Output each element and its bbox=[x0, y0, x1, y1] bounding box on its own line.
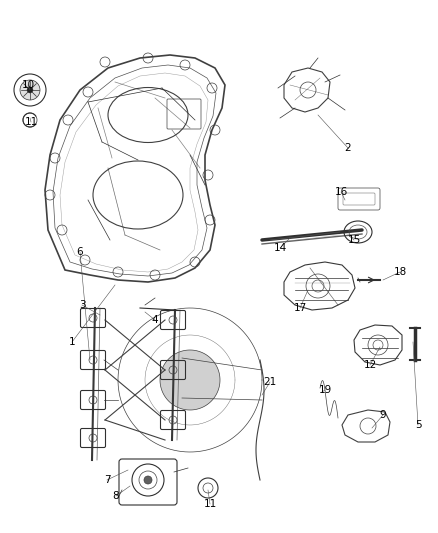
Text: 11: 11 bbox=[25, 117, 38, 127]
Text: 7: 7 bbox=[104, 475, 110, 485]
Text: 12: 12 bbox=[364, 360, 377, 370]
Text: 3: 3 bbox=[79, 300, 85, 310]
Text: 11: 11 bbox=[203, 499, 217, 509]
Polygon shape bbox=[160, 350, 220, 410]
Text: 17: 17 bbox=[293, 303, 307, 313]
Circle shape bbox=[144, 476, 152, 484]
Text: 9: 9 bbox=[380, 410, 386, 420]
Text: 19: 19 bbox=[318, 385, 332, 395]
Circle shape bbox=[20, 80, 40, 100]
Text: 8: 8 bbox=[113, 491, 119, 501]
Text: 2: 2 bbox=[345, 143, 351, 153]
Text: 5: 5 bbox=[415, 420, 421, 430]
Text: 14: 14 bbox=[273, 243, 286, 253]
Text: 4: 4 bbox=[152, 315, 158, 325]
Text: 10: 10 bbox=[21, 80, 35, 90]
Text: 18: 18 bbox=[393, 267, 406, 277]
Text: 1: 1 bbox=[69, 337, 75, 347]
Text: 16: 16 bbox=[334, 187, 348, 197]
Text: 6: 6 bbox=[77, 247, 83, 257]
Text: 21: 21 bbox=[263, 377, 277, 387]
Text: 15: 15 bbox=[347, 235, 360, 245]
Circle shape bbox=[27, 87, 33, 93]
